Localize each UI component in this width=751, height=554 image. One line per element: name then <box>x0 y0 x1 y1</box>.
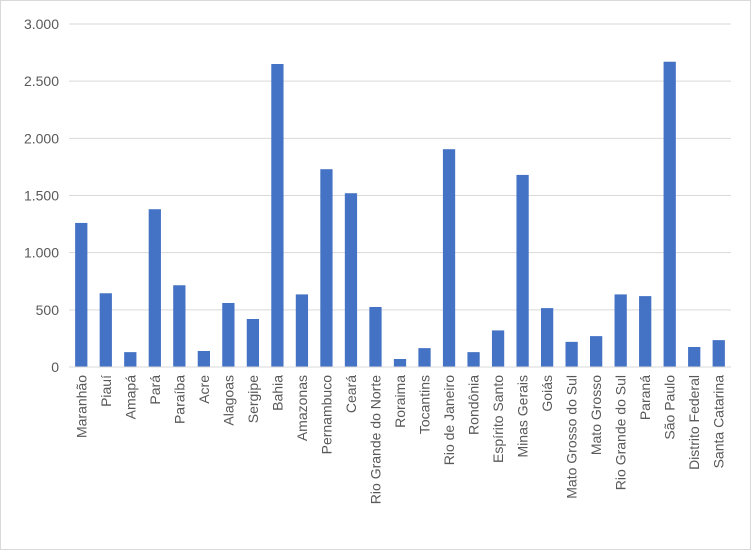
x-tick-label: Santa Catarina <box>711 375 727 469</box>
x-tick-label: Rio Grande do Norte <box>367 375 383 504</box>
bar <box>369 306 382 367</box>
bar <box>614 294 627 367</box>
x-tick-label: Pará <box>147 375 163 405</box>
bar <box>516 174 529 367</box>
bar <box>271 64 284 367</box>
bar <box>590 336 603 367</box>
x-tick-label: Paraíba <box>171 375 187 424</box>
bar <box>148 209 161 367</box>
x-tick-label: Acre <box>196 375 212 404</box>
y-tick-label: 500 <box>36 302 60 318</box>
bar <box>442 149 456 367</box>
x-tick-label: Rio de Janeiro <box>441 375 457 465</box>
y-tick-label: 3.000 <box>24 16 59 32</box>
x-tick-label: Paraná <box>637 375 653 420</box>
x-tick-label: Mato Grosso <box>588 375 604 455</box>
y-tick-label: 2.500 <box>24 73 59 89</box>
x-tick-label: São Paulo <box>662 375 678 440</box>
bar <box>663 61 676 367</box>
x-tick-label: Distrito Federal <box>686 375 702 470</box>
bar <box>565 341 578 367</box>
y-axis-tick-labels: 0 500 1.000 1.500 2.000 2.500 3.000 <box>24 16 59 375</box>
y-tick-label: 2.000 <box>24 130 59 146</box>
bar <box>173 285 186 367</box>
x-tick-label: Alagoas <box>220 375 236 426</box>
y-tick-label: 1.000 <box>24 245 59 261</box>
x-tick-label: Rondônia <box>466 375 482 435</box>
bar <box>222 302 235 367</box>
bar <box>197 350 210 367</box>
bar <box>344 193 358 367</box>
bar <box>99 293 112 367</box>
bar <box>688 346 701 367</box>
x-tick-label: Minas Gerais <box>515 375 531 457</box>
x-tick-label: Amazonas <box>294 375 310 441</box>
x-axis: Maranhão Piauí Amapá Pará Paraíba Acre Alagoas… <box>69 366 731 504</box>
x-tick-label: Amapá <box>122 375 138 420</box>
x-tick-label: Goiás <box>539 375 555 412</box>
x-tick-label: Bahia <box>269 375 285 411</box>
x-tick-label: Espírito Santo <box>490 375 506 463</box>
bar <box>467 352 480 367</box>
bar <box>246 318 260 367</box>
x-tick-label: Roraima <box>392 375 408 428</box>
bar <box>75 222 88 367</box>
bar <box>540 308 554 367</box>
bar <box>712 340 725 367</box>
x-tick-label: Maranhão <box>73 375 89 438</box>
bars <box>75 61 725 367</box>
bar <box>393 358 407 367</box>
x-tick-label: Rio Grande do Sul <box>613 375 629 490</box>
bar <box>639 296 652 367</box>
x-tick-label: Mato Grosso do Sul <box>564 375 580 499</box>
bar <box>124 352 137 367</box>
bar <box>491 330 505 367</box>
x-tick-label: Tocantins <box>417 375 433 434</box>
y-tick-label: 1.500 <box>24 188 59 204</box>
x-tick-label: Piauí <box>98 375 114 407</box>
y-tick-label: 0 <box>51 359 59 375</box>
bar <box>418 348 431 367</box>
gridlines <box>69 23 731 368</box>
bar <box>295 294 309 367</box>
x-tick-label: Pernambuco <box>318 375 334 455</box>
bar <box>320 169 333 367</box>
x-tick-label: Ceará <box>343 375 359 413</box>
x-tick-label: Sergipe <box>245 375 261 423</box>
